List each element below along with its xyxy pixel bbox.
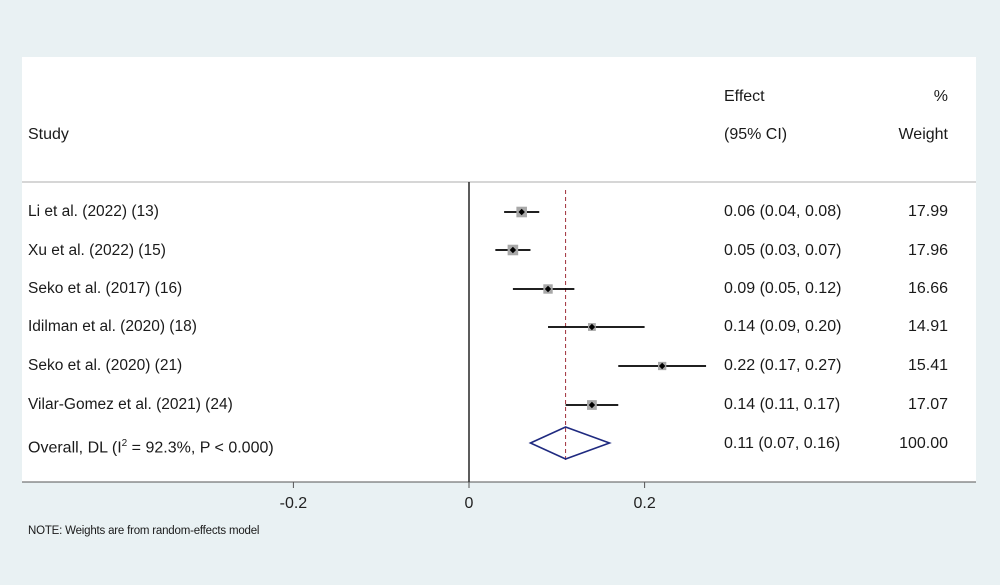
study-weight: 17.07 <box>907 396 948 413</box>
study-point-marker <box>588 323 596 331</box>
study-weight: 17.99 <box>907 203 948 220</box>
overall-label-suffix: = 92.3%, P < 0.000) <box>127 439 274 457</box>
study-point-marker <box>544 285 552 293</box>
study-point-marker <box>588 401 596 409</box>
study-weight: 14.91 <box>907 318 948 335</box>
study-label: Seko et al. (2017) (16) <box>28 280 183 297</box>
header-study: Study <box>28 126 69 143</box>
header-effect: Effect <box>724 88 765 105</box>
overall-diamond <box>528 426 612 460</box>
study-label: Seko et al. (2020) (21) <box>28 357 183 374</box>
study-ci-text: 0.14 (0.11, 0.17) <box>724 396 841 413</box>
study-ci-text: 0.05 (0.03, 0.07) <box>724 242 842 259</box>
study-point-marker <box>518 208 525 216</box>
overall-label: Overall, DL (I2 = 92.3%, P < 0.000) <box>28 435 274 457</box>
overall-weight: 100.00 <box>899 435 948 452</box>
study-label: Idilman et al. (2020) (18) <box>28 318 197 335</box>
header-percent: % <box>933 88 948 105</box>
header-ci: (95% CI) <box>724 126 788 143</box>
study-point-marker <box>658 362 666 370</box>
overall-label-sup: 2 <box>121 438 128 449</box>
study-weight: 15.41 <box>907 357 948 374</box>
footnote: NOTE: Weights are from random-effects mo… <box>28 525 260 537</box>
overall-label-prefix: Overall, DL (I <box>28 439 122 457</box>
study-point-marker <box>509 246 517 254</box>
study-ci-text: 0.22 (0.17, 0.27) <box>724 357 842 374</box>
study-label: Xu et al. (2022) (15) <box>28 242 166 259</box>
x-tick-label: 0 <box>465 495 474 512</box>
study-ci-text: 0.14 (0.09, 0.20) <box>724 318 842 335</box>
study-ci-text: 0.09 (0.05, 0.12) <box>724 280 842 297</box>
x-tick-label: -0.2 <box>280 495 308 512</box>
header-weight: Weight <box>898 126 948 143</box>
study-ci-text: 0.06 (0.04, 0.08) <box>724 203 842 220</box>
study-weight: 16.66 <box>907 280 948 297</box>
x-tick-label: 0.2 <box>633 495 655 512</box>
study-label: Vilar-Gomez et al. (2021) (24) <box>28 396 233 413</box>
chart-panel <box>22 57 976 482</box>
overall-ci-text: 0.11 (0.07, 0.16) <box>724 435 841 452</box>
study-label: Li et al. (2022) (13) <box>28 203 159 220</box>
study-weight: 17.96 <box>907 242 948 259</box>
